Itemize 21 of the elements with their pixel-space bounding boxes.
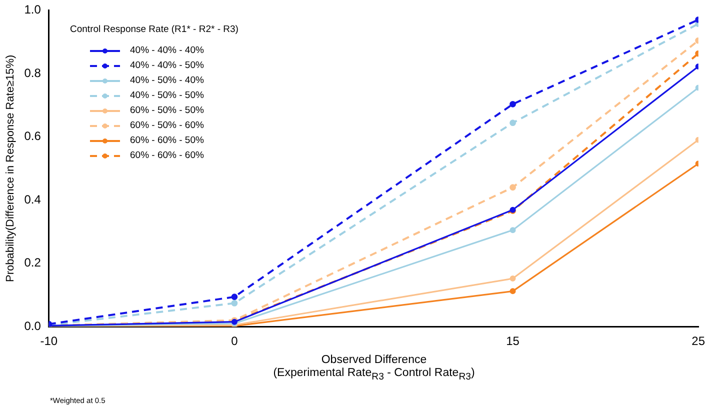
y-tick-label: 0.2 [24, 256, 42, 270]
legend-label: 40% - 50% - 40% [130, 75, 204, 86]
x-tick-label: 15 [506, 334, 520, 348]
legend-label: 60% - 50% - 60% [130, 120, 204, 131]
legend-label: 60% - 60% - 60% [130, 150, 204, 161]
y-tick-label: 0.4 [24, 192, 42, 206]
y-tick-label: 0.8 [24, 66, 42, 80]
legend-label: 40% - 50% - 50% [130, 90, 204, 101]
x-tick-label: -10 [40, 334, 58, 348]
y-tick-label: 1.0 [24, 2, 42, 17]
legend-label: 60% - 60% - 50% [130, 135, 204, 146]
y-tick-label: 0.0 [24, 318, 42, 333]
x-axis-title: Observed Difference (Experimental Rate$_{R3}$ - Control Rate$_{R3}$) [272, 354, 476, 384]
legend-label: 60% - 50% - 50% [130, 105, 204, 116]
x-tick-label: 25 [692, 334, 706, 348]
x-tick-label: 0 [231, 334, 238, 348]
y-axis-title: Probability(Difference in Response Rate≥15%) [4, 54, 17, 282]
y-tick-label: 0.6 [24, 129, 42, 144]
legend-label: 40% - 40% - 50% [130, 60, 204, 71]
legend-label: 40% - 40% - 40% [130, 45, 204, 56]
legend-title: Control Response Rate (R1* - R2* - R3) [70, 24, 238, 35]
